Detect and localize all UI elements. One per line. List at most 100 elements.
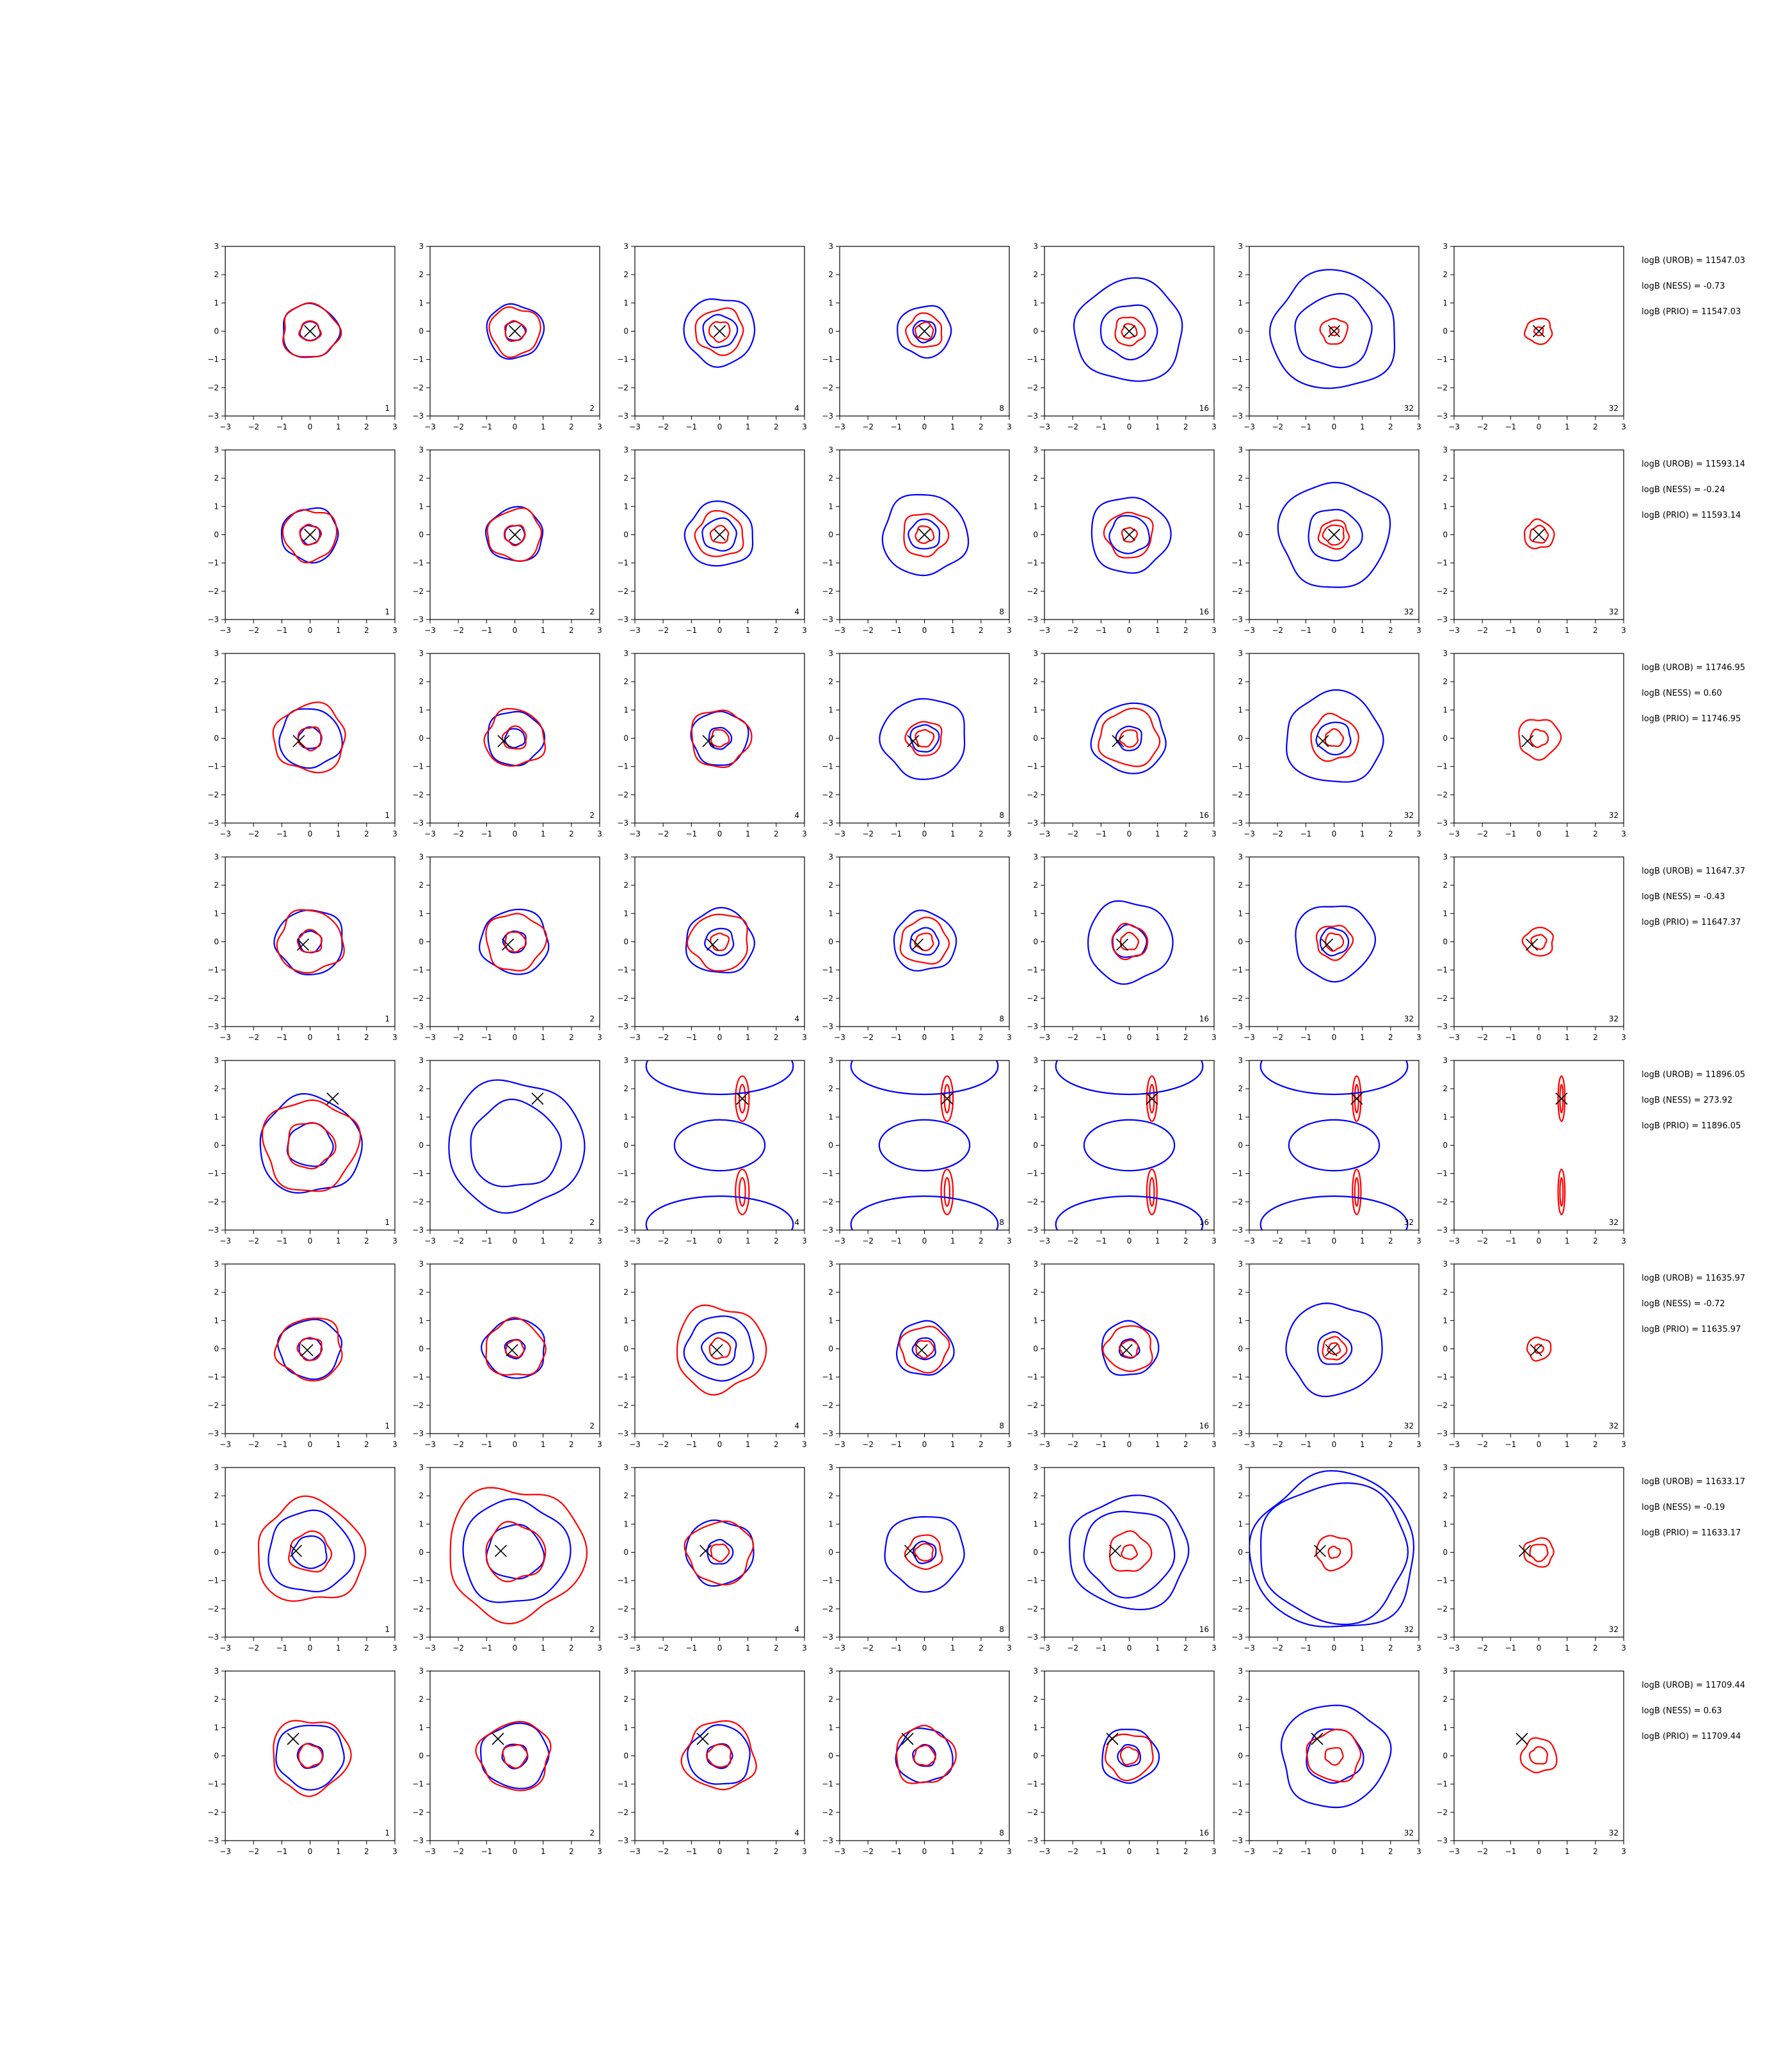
y-tick-label: −2 — [1231, 1197, 1243, 1206]
x-tick-label: −1 — [481, 1847, 492, 1856]
x-tick-label: −1 — [481, 1440, 492, 1449]
red-contour — [1528, 1746, 1548, 1765]
y-tick-label: −3 — [1027, 412, 1038, 420]
red-contour — [1529, 1544, 1549, 1563]
y-tick-label: −1 — [617, 559, 628, 568]
true-value-marker — [508, 324, 522, 338]
y-tick-label: 1 — [1033, 1112, 1038, 1121]
y-tick-label: 2 — [419, 474, 424, 483]
x-tick-label: −2 — [657, 1847, 669, 1856]
y-tick-label: −1 — [412, 355, 424, 364]
red-contour — [485, 1316, 547, 1376]
panel-r7-c1: −3−3 −2 −2 −1 −1 0 0 1 1 2 2 3 3 1 — [207, 1463, 397, 1652]
red-contour — [1519, 1737, 1558, 1773]
x-tick-label: 3 — [597, 1644, 602, 1652]
x-tick-label: 0 — [717, 1236, 723, 1245]
panel-label: 32 — [1609, 1421, 1619, 1430]
blue-contour — [268, 1509, 355, 1593]
panel-label: 32 — [1404, 607, 1414, 616]
y-tick-label: 0 — [214, 327, 219, 336]
axes-frame — [634, 1670, 805, 1841]
panel-r8-c5: −3−3 −2 −2 −1 −1 0 0 1 1 2 2 3 3 16 — [1027, 1667, 1217, 1856]
x-tick-label: 1 — [746, 626, 751, 635]
axes-frame — [1453, 653, 1624, 824]
x-tick-label: −3 — [1448, 1440, 1460, 1449]
y-tick-label: −2 — [1027, 1808, 1038, 1817]
y-tick-label: 1 — [828, 502, 833, 511]
y-tick-label: 2 — [623, 1491, 628, 1500]
panel-label: 16 — [1199, 607, 1209, 616]
y-tick-label: −2 — [617, 790, 628, 799]
x-tick-label: 3 — [1416, 626, 1421, 635]
true-value-marker — [1325, 1344, 1338, 1357]
x-tick-label: −1 — [890, 1440, 902, 1449]
blue-contour — [283, 302, 341, 358]
y-tick-label: −3 — [1436, 1022, 1448, 1031]
x-tick-label: 0 — [1332, 829, 1337, 838]
x-tick-label: 1 — [336, 422, 341, 431]
y-tick-label: −2 — [617, 1604, 628, 1613]
red-contour — [1121, 323, 1138, 339]
y-tick-label: −3 — [822, 615, 833, 624]
x-tick-label: 3 — [1212, 1236, 1217, 1245]
x-tick-label: −2 — [862, 1440, 874, 1449]
x-tick-label: 2 — [1593, 1644, 1598, 1652]
x-tick-label: 3 — [392, 1644, 397, 1652]
x-tick-label: 3 — [597, 1236, 602, 1245]
x-tick-label: −1 — [890, 1236, 902, 1245]
panel-r4-c1: −3−3 −2 −2 −1 −1 0 0 1 1 2 2 3 3 1 — [207, 852, 397, 1042]
y-tick-label: −3 — [412, 615, 424, 624]
x-tick-label: −2 — [452, 626, 464, 635]
red-contour — [299, 524, 322, 546]
y-tick-label: 3 — [419, 1667, 424, 1676]
y-tick-label: −2 — [1436, 1604, 1448, 1613]
red-contour — [710, 729, 730, 748]
x-tick-label: −2 — [1476, 1033, 1488, 1042]
x-tick-label: 2 — [1388, 1033, 1393, 1042]
x-tick-label: −3 — [834, 1033, 845, 1042]
panel-label: 2 — [589, 1421, 595, 1430]
panel-label: 2 — [589, 607, 595, 616]
y-tick-label: −1 — [617, 1373, 628, 1382]
axes-frame — [1453, 1263, 1624, 1434]
x-tick-label: 3 — [1212, 829, 1217, 838]
x-tick-label: −1 — [481, 829, 492, 838]
true-value-marker — [501, 938, 515, 951]
x-tick-label: −2 — [1476, 422, 1488, 431]
y-tick-label: −3 — [412, 1226, 424, 1235]
panel-label: 32 — [1404, 1421, 1414, 1430]
y-tick-label: 1 — [419, 705, 424, 714]
x-tick-label: 2 — [774, 1644, 779, 1652]
y-tick-label: 3 — [623, 1260, 628, 1268]
y-tick-label: 2 — [623, 270, 628, 279]
x-tick-label: 2 — [1388, 1847, 1393, 1856]
red-contour — [1327, 1546, 1341, 1559]
y-tick-label: 2 — [214, 881, 219, 890]
x-tick-label: 1 — [1360, 1033, 1365, 1042]
x-tick-label: −2 — [1067, 1440, 1078, 1449]
x-tick-label: 2 — [774, 1847, 779, 1856]
y-tick-label: 2 — [623, 474, 628, 483]
red-contour — [1315, 1535, 1353, 1572]
y-tick-label: 2 — [1443, 1288, 1448, 1297]
panel-r4-c5: −3−3 −2 −2 −1 −1 0 0 1 1 2 2 3 3 16 — [1027, 852, 1217, 1042]
x-tick-label: 0 — [1537, 1033, 1542, 1042]
x-tick-label: 3 — [392, 626, 397, 635]
axes-frame — [1453, 1060, 1624, 1231]
y-tick-label: 0 — [1443, 734, 1448, 743]
y-tick-label: −3 — [822, 819, 833, 828]
blue-contour — [291, 1535, 328, 1569]
red-contour — [709, 525, 730, 544]
panel-label: 4 — [794, 404, 799, 413]
y-tick-label: −3 — [1231, 1022, 1243, 1031]
panel-label: 8 — [999, 1421, 1004, 1430]
y-tick-label: −2 — [617, 383, 628, 392]
x-tick-label: 1 — [950, 1033, 956, 1042]
x-tick-label: 1 — [950, 1236, 956, 1245]
y-tick-label: 3 — [419, 1260, 424, 1268]
x-tick-label: 1 — [746, 1847, 751, 1856]
x-tick-label: 0 — [1127, 1847, 1132, 1856]
y-tick-label: 0 — [1033, 1752, 1038, 1761]
y-tick-label: −3 — [1027, 1836, 1038, 1845]
